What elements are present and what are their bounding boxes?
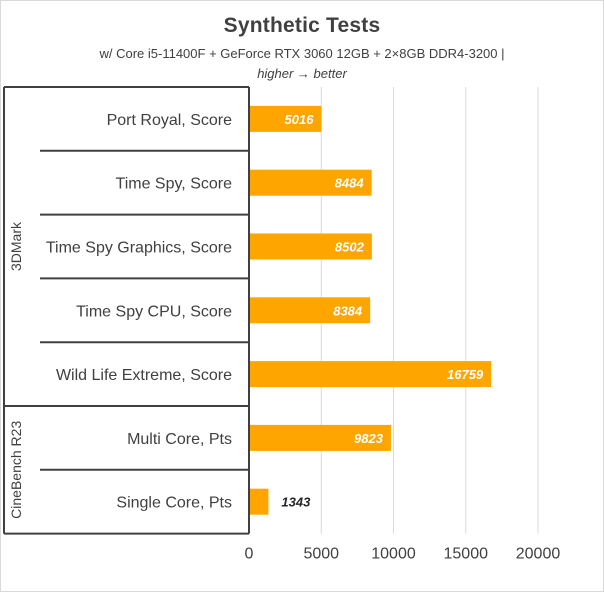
data-label: 8502 [335, 240, 365, 255]
x-tick-label: 10000 [371, 546, 416, 563]
x-tick-label: 5000 [303, 546, 339, 563]
category-label: Time Spy Graphics, Score [46, 240, 232, 257]
data-label: 9823 [354, 431, 384, 446]
data-label: 8484 [335, 176, 365, 191]
chart-title: Synthetic Tests [223, 14, 381, 37]
x-tick-labels: 0 5000 10000 15000 20000 [245, 546, 561, 563]
data-label: 1343 [281, 495, 311, 510]
category-label: Multi Core, Pts [127, 431, 232, 448]
bars: 5016 8484 8502 8384 16759 9823 1343 [250, 105, 492, 515]
bar [250, 424, 391, 451]
data-label: 16759 [447, 367, 484, 382]
category-label: Single Core, Pts [116, 495, 232, 512]
category-label: Time Spy, Score [116, 176, 233, 193]
x-tick-label: 20000 [516, 546, 561, 563]
bar [250, 169, 372, 196]
bar [250, 233, 372, 260]
bar [250, 361, 492, 388]
category-label: Wild Life Extreme, Score [56, 367, 232, 384]
category-label: Time Spy CPU, Score [76, 303, 232, 320]
x-tick-label: 0 [245, 546, 254, 563]
group-label: CineBench R23 [8, 421, 24, 519]
chart-note: higher → better [257, 66, 347, 81]
category-labels: Port Royal, Score Time Spy, Score Time Spy… [46, 112, 232, 512]
category-axis [3, 86, 250, 535]
bar [250, 488, 269, 515]
data-label: 5016 [285, 112, 315, 127]
bar [250, 105, 322, 132]
group-label: 3DMark [8, 221, 24, 271]
data-label: 8384 [333, 303, 363, 318]
category-label: Port Royal, Score [107, 112, 232, 129]
group-labels: 3DMark CineBench R23 [8, 221, 24, 519]
bar [250, 297, 371, 324]
x-tick-label: 15000 [444, 546, 489, 563]
chart-subtitle: w/ Core i5-11400F + GeForce RTX 3060 12G… [99, 46, 505, 61]
